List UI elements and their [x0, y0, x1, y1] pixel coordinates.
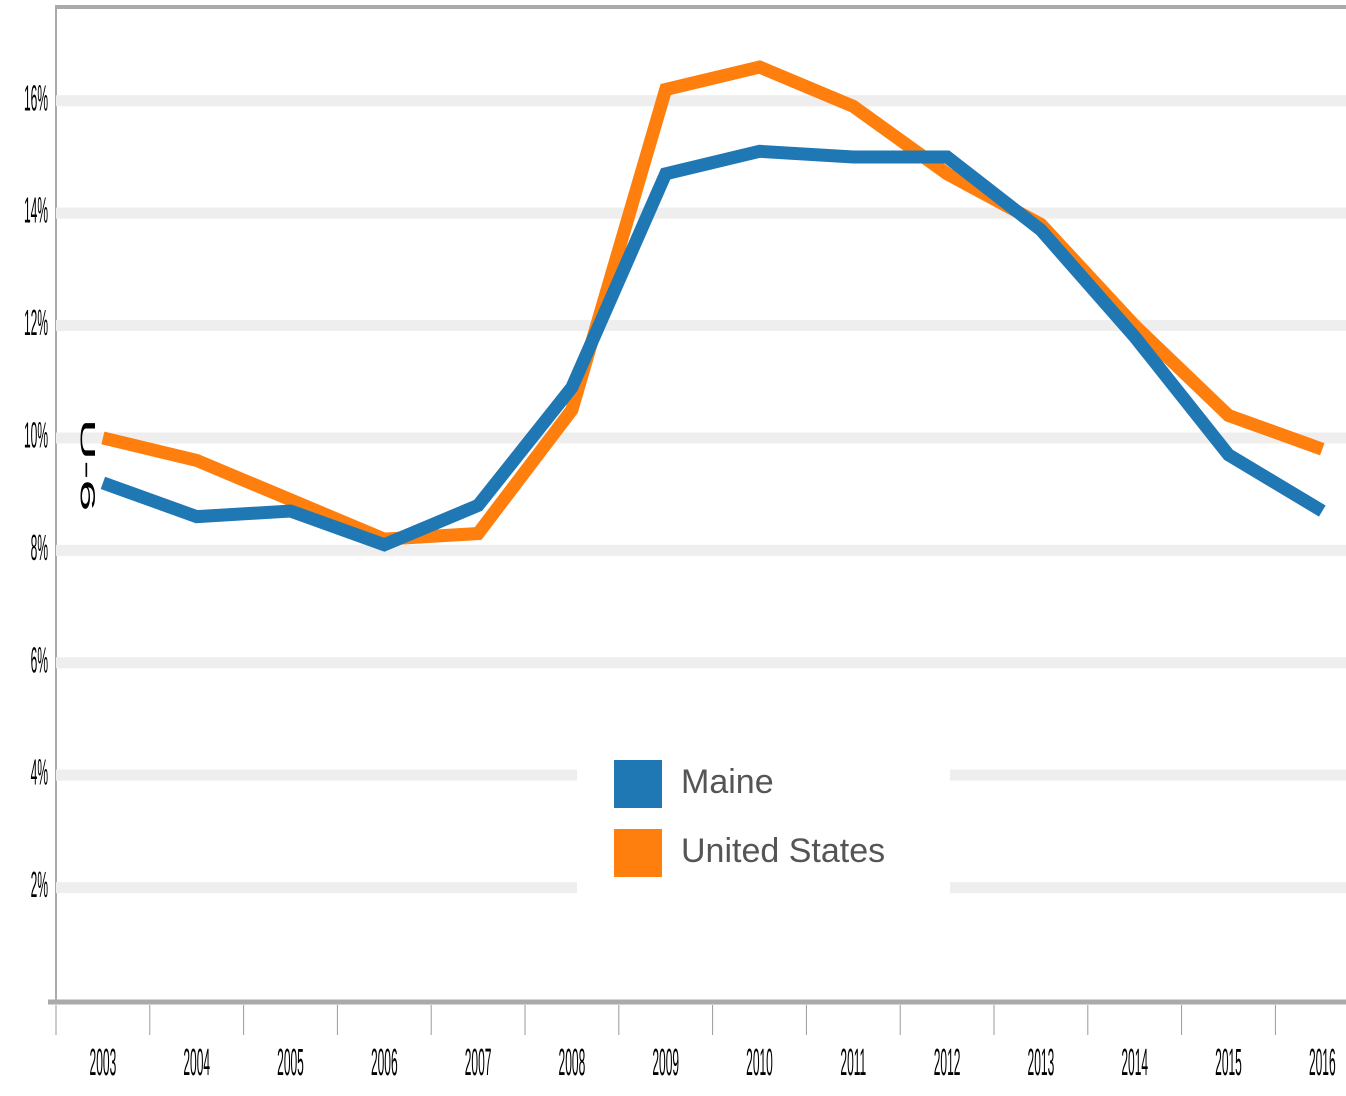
x-tick-label: 2010 — [746, 1041, 773, 1084]
x-tick-label-group: 2003 — [90, 1041, 117, 1084]
y-tick-label-group: 2% — [31, 865, 48, 905]
y-axis-label: U-6 — [75, 419, 99, 512]
x-tick-label: 2003 — [90, 1041, 117, 1084]
y-tick-label: 16% — [24, 78, 48, 118]
y-tick-label-group: 4% — [31, 753, 48, 793]
x-tick-label: 2012 — [934, 1041, 961, 1084]
legend-label: United States — [681, 832, 885, 870]
x-tick-label-group: 2007 — [465, 1041, 492, 1084]
x-tick-label-group: 2013 — [1028, 1041, 1055, 1084]
x-tick-label-group: 2009 — [652, 1041, 679, 1084]
x-tick-label-group: 2014 — [1121, 1041, 1148, 1084]
x-tick-label: 2008 — [559, 1041, 586, 1084]
x-tick-label: 2007 — [465, 1041, 492, 1084]
x-tick-label: 2009 — [652, 1041, 679, 1084]
y-tick-label: 6% — [31, 640, 48, 680]
series-line — [101, 60, 1325, 546]
x-tick-label-group: 2010 — [746, 1041, 773, 1084]
y-tick-label-group: 14% — [24, 190, 48, 230]
x-tick-label: 2005 — [277, 1041, 304, 1084]
x-tick-label: 2006 — [371, 1041, 398, 1084]
x-tick-label: 2011 — [840, 1041, 866, 1084]
x-tick-label: 2013 — [1028, 1041, 1055, 1084]
legend-swatch — [614, 829, 662, 877]
y-tick-label: 12% — [24, 303, 48, 343]
y-label-group: U-6 — [75, 419, 99, 512]
x-tick-label-group: 2008 — [559, 1041, 586, 1084]
x-tick-label-group: 2006 — [371, 1041, 398, 1084]
series-line — [100, 144, 1326, 552]
x-tick-label: 2016 — [1309, 1041, 1336, 1084]
x-tick-label-group: 2005 — [277, 1041, 304, 1084]
y-tick-label: 2% — [31, 865, 48, 905]
y-tick-label-group: 10% — [24, 415, 48, 455]
x-tick-label-group: 2016 — [1309, 1041, 1336, 1084]
y-tick-label: 10% — [24, 415, 48, 455]
y-tick-label-group: 16% — [24, 78, 48, 118]
y-tick-label: 4% — [31, 753, 48, 793]
x-tick-label-group: 2015 — [1215, 1041, 1242, 1084]
y-tick-label: 14% — [24, 190, 48, 230]
y-tick-label-group: 8% — [31, 528, 48, 568]
y-tick-label-group: 12% — [24, 303, 48, 343]
x-tick-label-group: 2011 — [840, 1041, 866, 1084]
x-tick-label-group: 2012 — [934, 1041, 961, 1084]
legend-label: Maine — [681, 763, 774, 801]
y-tick-label: 8% — [31, 528, 48, 568]
x-tick-label-group: 2004 — [183, 1041, 210, 1084]
x-tick-label: 2014 — [1121, 1041, 1148, 1084]
x-tick-label: 2015 — [1215, 1041, 1242, 1084]
legend-swatch — [614, 760, 662, 808]
x-tick-label: 2004 — [183, 1041, 210, 1084]
y-tick-label-group: 6% — [31, 640, 48, 680]
